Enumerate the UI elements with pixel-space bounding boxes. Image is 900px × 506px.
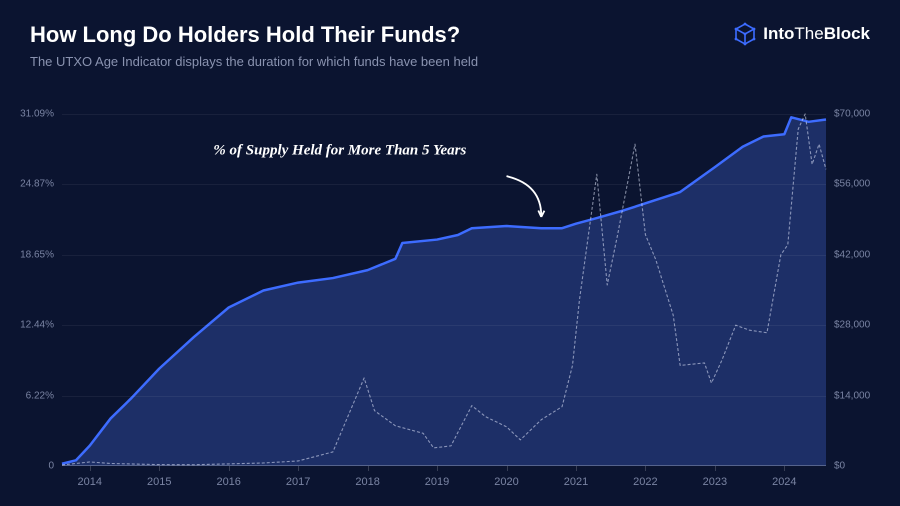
x-tick-label: 2017 <box>286 466 310 488</box>
y-right-tick-label: $70,000 <box>826 109 870 120</box>
grid-line <box>62 325 826 326</box>
x-tick-label: 2024 <box>772 466 796 488</box>
y-right-tick-label: $28,000 <box>826 320 870 331</box>
grid-line <box>62 396 826 397</box>
x-tick-label: 2019 <box>425 466 449 488</box>
y-left-tick-label: 18.65% <box>20 249 62 260</box>
brand-text: IntoTheBlock <box>763 24 870 44</box>
x-tick-label: 2022 <box>633 466 657 488</box>
y-right-tick-label: $0 <box>826 461 845 472</box>
annotation-label: % of Supply Held for More Than 5 Years <box>213 143 466 160</box>
x-tick-label: 2021 <box>564 466 588 488</box>
y-left-tick-label: 12.44% <box>20 320 62 331</box>
grid-line <box>62 184 826 185</box>
x-tick-label: 2016 <box>216 466 240 488</box>
brand-prefix: Into <box>763 24 794 43</box>
chart-plot-area: 06.22%12.44%18.65%24.87%31.09%$0$14,000$… <box>62 114 826 466</box>
cube-icon <box>733 22 757 46</box>
grid-line <box>62 114 826 115</box>
brand-suffix: Block <box>824 24 870 43</box>
annotation-arrow <box>507 176 542 217</box>
y-right-tick-label: $56,000 <box>826 179 870 190</box>
x-tick-label: 2023 <box>703 466 727 488</box>
x-tick-label: 2020 <box>494 466 518 488</box>
y-right-tick-label: $42,000 <box>826 249 870 260</box>
y-right-tick-label: $14,000 <box>826 390 870 401</box>
x-tick-label: 2015 <box>147 466 171 488</box>
x-tick-label: 2014 <box>78 466 102 488</box>
x-tick-label: 2018 <box>355 466 379 488</box>
brand-logo: IntoTheBlock <box>733 22 870 46</box>
y-left-tick-label: 6.22% <box>26 390 62 401</box>
brand-mid: The <box>794 24 823 43</box>
grid-line <box>62 255 826 256</box>
y-left-tick-label: 0 <box>48 461 62 472</box>
y-left-tick-label: 24.87% <box>20 179 62 190</box>
chart-svg <box>62 114 826 466</box>
chart-subtitle: The UTXO Age Indicator displays the dura… <box>30 54 870 69</box>
y-left-tick-label: 31.09% <box>20 109 62 120</box>
